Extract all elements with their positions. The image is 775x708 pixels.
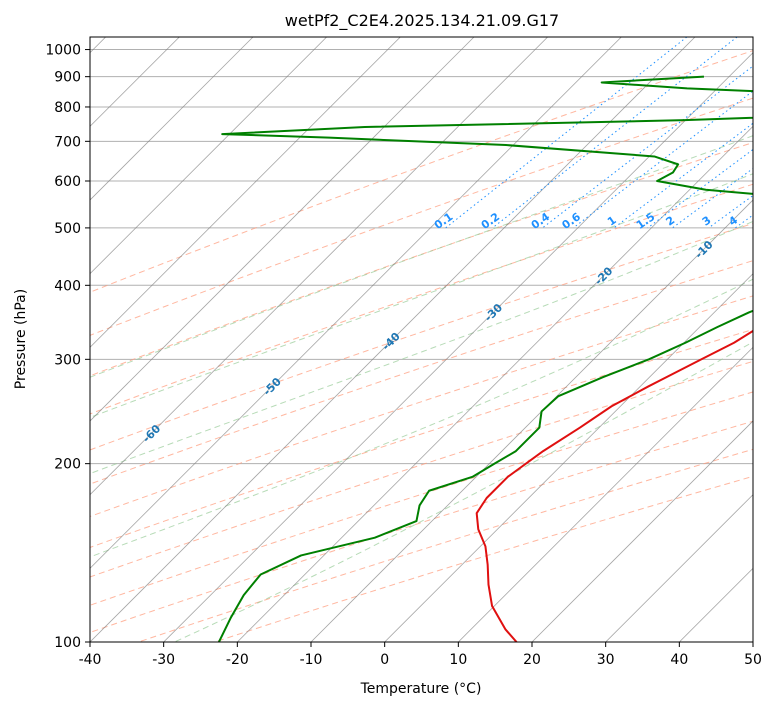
y-tick-label: 800: [54, 100, 81, 116]
x-axis-label: Temperature (°C): [360, 681, 482, 697]
isotherms: [90, 37, 753, 642]
x-tick-label: 40: [670, 652, 688, 668]
mixing-ratio-line: [613, 122, 753, 229]
moist-adiabat-line: [90, 220, 753, 475]
mixing-ratio-line: [647, 148, 753, 229]
mixing-ratio-line: [572, 90, 753, 229]
chart-title: wetPf2_C2E4.2025.134.21.09.G17: [285, 11, 559, 31]
x-tick-label: 50: [744, 652, 762, 668]
plot-area: -100-90-80-70-60-50-40-30-20-10010203040…: [90, 37, 753, 642]
isotherm-line: [310, 199, 753, 642]
axes-ticks: -40 -30 -20 -10 0 10 20 30 40 50 100 200 300 400 500 60…: [45, 43, 762, 668]
x-tick-label: -40: [79, 652, 102, 668]
plot-frame: [89, 36, 754, 643]
dewpoint-profile-line: [218, 75, 753, 642]
dry-adiabat-line: [90, 391, 753, 606]
isotherm-line: [384, 273, 753, 642]
sounding-profiles: [218, 75, 753, 642]
x-tick-label: -20: [226, 652, 249, 668]
moist-adiabat-line: [90, 278, 753, 558]
y-tick-label: 900: [54, 70, 81, 86]
isotherm-line: [90, 37, 696, 642]
x-tick-label: 0: [380, 652, 389, 668]
isotherm-line: [458, 346, 753, 642]
mixing-ratio-lines: [445, 37, 753, 229]
y-tick-label: 200: [54, 457, 81, 473]
y-axis-label: Pressure (hPa): [13, 289, 29, 389]
dry-adiabat-line: [90, 142, 753, 377]
dry-adiabat-line: [90, 97, 753, 336]
y-tick-label: 300: [54, 352, 81, 368]
isotherm-line: [605, 494, 753, 642]
isotherm-line: [531, 420, 753, 642]
isotherm-line: [90, 37, 622, 569]
y-tick-label: 1000: [45, 43, 81, 59]
dry-adiabat-line: [90, 222, 753, 451]
y-tick-label: 400: [54, 278, 81, 294]
y-tick-label: 600: [54, 174, 81, 190]
y-tick-label: 500: [54, 221, 81, 237]
dry-adiabat-line: [90, 328, 753, 548]
isotherm-line: [163, 52, 753, 642]
mixing-ratio-line: [445, 37, 688, 229]
x-tick-label: 30: [597, 652, 615, 668]
y-tick-label: 700: [54, 134, 81, 150]
isotherm-line: [237, 125, 753, 642]
dry-adiabat-line: [90, 260, 753, 485]
y-tick-label: 100: [54, 635, 81, 651]
x-tick-label: -30: [152, 652, 175, 668]
isotherm-line: [90, 37, 254, 201]
isotherm-line: [90, 37, 327, 275]
isotherm-line: [90, 37, 401, 348]
temperature-profile-line: [475, 329, 753, 642]
x-tick-label: 10: [449, 652, 467, 668]
x-tick-label: 20: [523, 652, 541, 668]
dry-adiabat-line: [90, 360, 753, 578]
x-tick-label: -10: [300, 652, 323, 668]
isotherm-line: [90, 37, 548, 496]
isotherm-line: [90, 37, 475, 422]
